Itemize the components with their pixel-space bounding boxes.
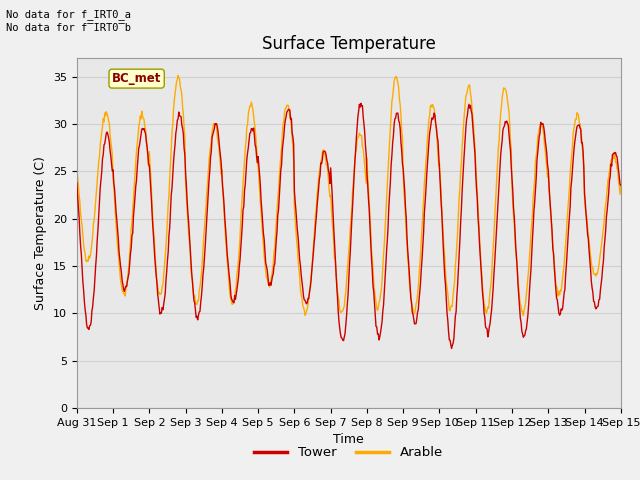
Y-axis label: Surface Temperature (C): Surface Temperature (C)	[35, 156, 47, 310]
Text: No data for f̅IRT0̅b: No data for f̅IRT0̅b	[6, 23, 131, 33]
Text: BC_met: BC_met	[112, 72, 161, 85]
Title: Surface Temperature: Surface Temperature	[262, 35, 436, 53]
X-axis label: Time: Time	[333, 433, 364, 446]
Text: No data for f_IRT0_a: No data for f_IRT0_a	[6, 9, 131, 20]
Legend: Tower, Arable: Tower, Arable	[249, 441, 449, 465]
